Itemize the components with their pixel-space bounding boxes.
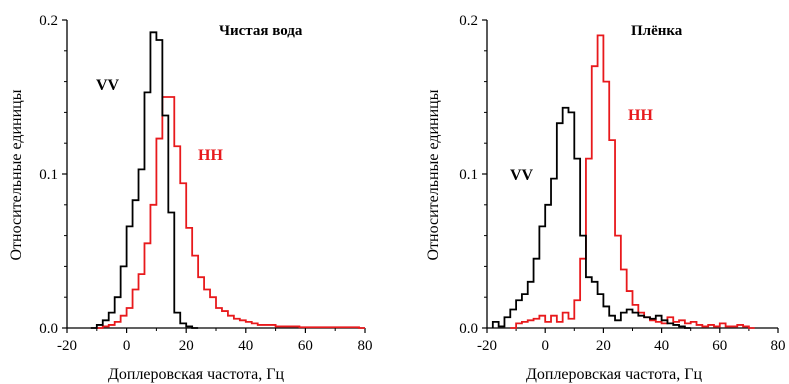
x-tick-label: -20 (57, 338, 77, 354)
x-axis-title: Доплеровская частота, Гц (108, 366, 284, 383)
series-vv-line (90, 31, 199, 329)
y-tick-label: 0.0 (459, 321, 478, 337)
y-tick-label: 0.2 (459, 13, 478, 29)
x-axis-title: Доплеровская частота, Гц (526, 366, 702, 383)
chart-panel-clean-water: Чистая вода Доплеровская частота, Гц Отн… (8, 13, 373, 383)
series-hh-line (510, 34, 755, 329)
chart-panel-film: Плёнка Доплеровская частота, Гц Относите… (425, 13, 786, 383)
x-tick-label: 40 (654, 338, 669, 354)
y-tick-label: 0.1 (39, 167, 58, 183)
panel-title: Плёнка (631, 23, 683, 39)
x-tick-label: 20 (179, 338, 194, 354)
x-tick-label: 0 (541, 338, 549, 354)
series-vv-label: VV (96, 77, 120, 94)
y-tick-label: 0.1 (459, 167, 478, 183)
y-axis-title: Относительные единицы (8, 89, 25, 260)
series-hh-line (96, 96, 365, 329)
x-tick-label: 80 (771, 338, 786, 354)
x-tick-label: 0 (123, 338, 131, 354)
series-vv-line (491, 106, 691, 329)
panel-title: Чистая вода (219, 23, 303, 39)
x-tick-label: 20 (596, 338, 611, 354)
x-tick-label: 40 (238, 338, 253, 354)
series-vv-label: VV (510, 167, 534, 184)
x-tick-label: -20 (477, 338, 497, 354)
y-tick-label: 0.0 (39, 321, 58, 337)
y-axis-title: Относительные единицы (425, 89, 442, 260)
series-hh-label: HH (198, 147, 223, 164)
series-hh-label: HH (628, 107, 653, 124)
x-tick-label: 60 (712, 338, 727, 354)
y-tick-label: 0.2 (39, 13, 58, 29)
x-tick-label: 80 (358, 338, 373, 354)
x-tick-label: 60 (298, 338, 313, 354)
